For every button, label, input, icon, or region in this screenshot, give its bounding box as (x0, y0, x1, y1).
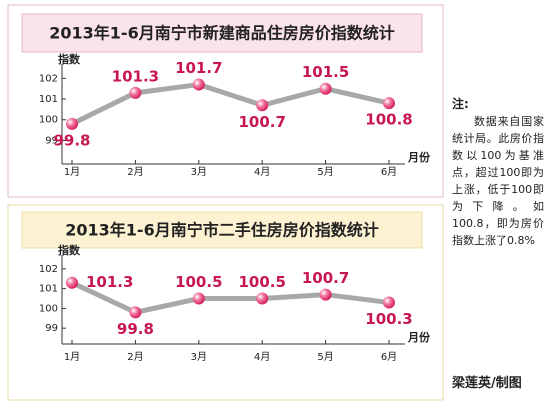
point (66, 276, 78, 289)
data-label: 100.7 (238, 113, 285, 131)
y-tick-label: 102 (39, 73, 58, 84)
data-label: 99.8 (117, 320, 154, 338)
point (256, 99, 269, 112)
data-label: 100.3 (365, 310, 412, 328)
x-tick-label: 3月 (191, 351, 207, 363)
y-tick-label: 100 (39, 115, 58, 126)
y-axis-label: 指数 (58, 243, 81, 257)
x-tick-label: 1月 (64, 351, 80, 363)
y-tick-label: 101 (39, 94, 58, 105)
x-tick-label: 2月 (127, 351, 143, 363)
data-label: 101.5 (302, 63, 349, 81)
y-axis-label: 指数 (58, 52, 81, 66)
data-label: 99.8 (53, 131, 90, 149)
x-tick-label: 4月 (254, 166, 270, 178)
chart-title: 2013年1-6月南宁市二手住房房价指数统计 (65, 221, 378, 240)
x-tick-label: 6月 (381, 351, 397, 363)
y-tick-label: 99 (45, 323, 58, 334)
chart-title: 2013年1-6月南宁市新建商品住房房价指数统计 (49, 24, 394, 43)
point (192, 78, 205, 91)
data-label: 100.7 (302, 269, 349, 287)
point (319, 288, 332, 301)
credit: 梁莲英/制图 (452, 376, 522, 391)
point (66, 117, 78, 130)
x-axis-label: 月份 (407, 150, 431, 164)
point (129, 306, 142, 319)
data-label: 100.5 (175, 273, 222, 291)
x-tick-label: 5月 (317, 166, 333, 178)
note: 注: 数据来自国家统计局。此房价指数以100为基准点，超过100即为上涨，低于1… (452, 96, 544, 249)
x-tick-label: 1月 (64, 166, 80, 178)
y-tick-label: 100 (39, 303, 58, 314)
x-tick-label: 2月 (127, 166, 143, 178)
point (319, 82, 332, 95)
title-box (21, 211, 423, 249)
x-axis-label: 月份 (407, 330, 431, 344)
x-tick-label: 6月 (381, 166, 397, 178)
x-tick-label: 5月 (317, 351, 333, 363)
data-label: 101.3 (86, 273, 133, 291)
y-tick-label: 101 (39, 284, 58, 295)
point (256, 292, 269, 305)
x-tick-label: 4月 (254, 351, 270, 363)
data-label: 100.5 (238, 273, 285, 291)
series-line (70, 280, 390, 315)
data-label: 101.7 (175, 59, 222, 77)
point (129, 86, 142, 99)
point (383, 97, 395, 110)
point (192, 292, 205, 305)
x-tick-label: 3月 (191, 166, 207, 178)
y-tick-label: 99 (45, 135, 58, 146)
note-text: 数据来自国家统计局。此房价指数以100为基准点，超过100即为上涨，低于100即… (452, 115, 544, 247)
note-title: 注: (452, 97, 469, 111)
data-label: 101.3 (112, 67, 159, 85)
series-line (70, 82, 390, 127)
point (383, 296, 395, 309)
y-tick-label: 102 (39, 264, 58, 275)
data-label: 100.8 (365, 111, 412, 129)
title-box (21, 13, 423, 53)
